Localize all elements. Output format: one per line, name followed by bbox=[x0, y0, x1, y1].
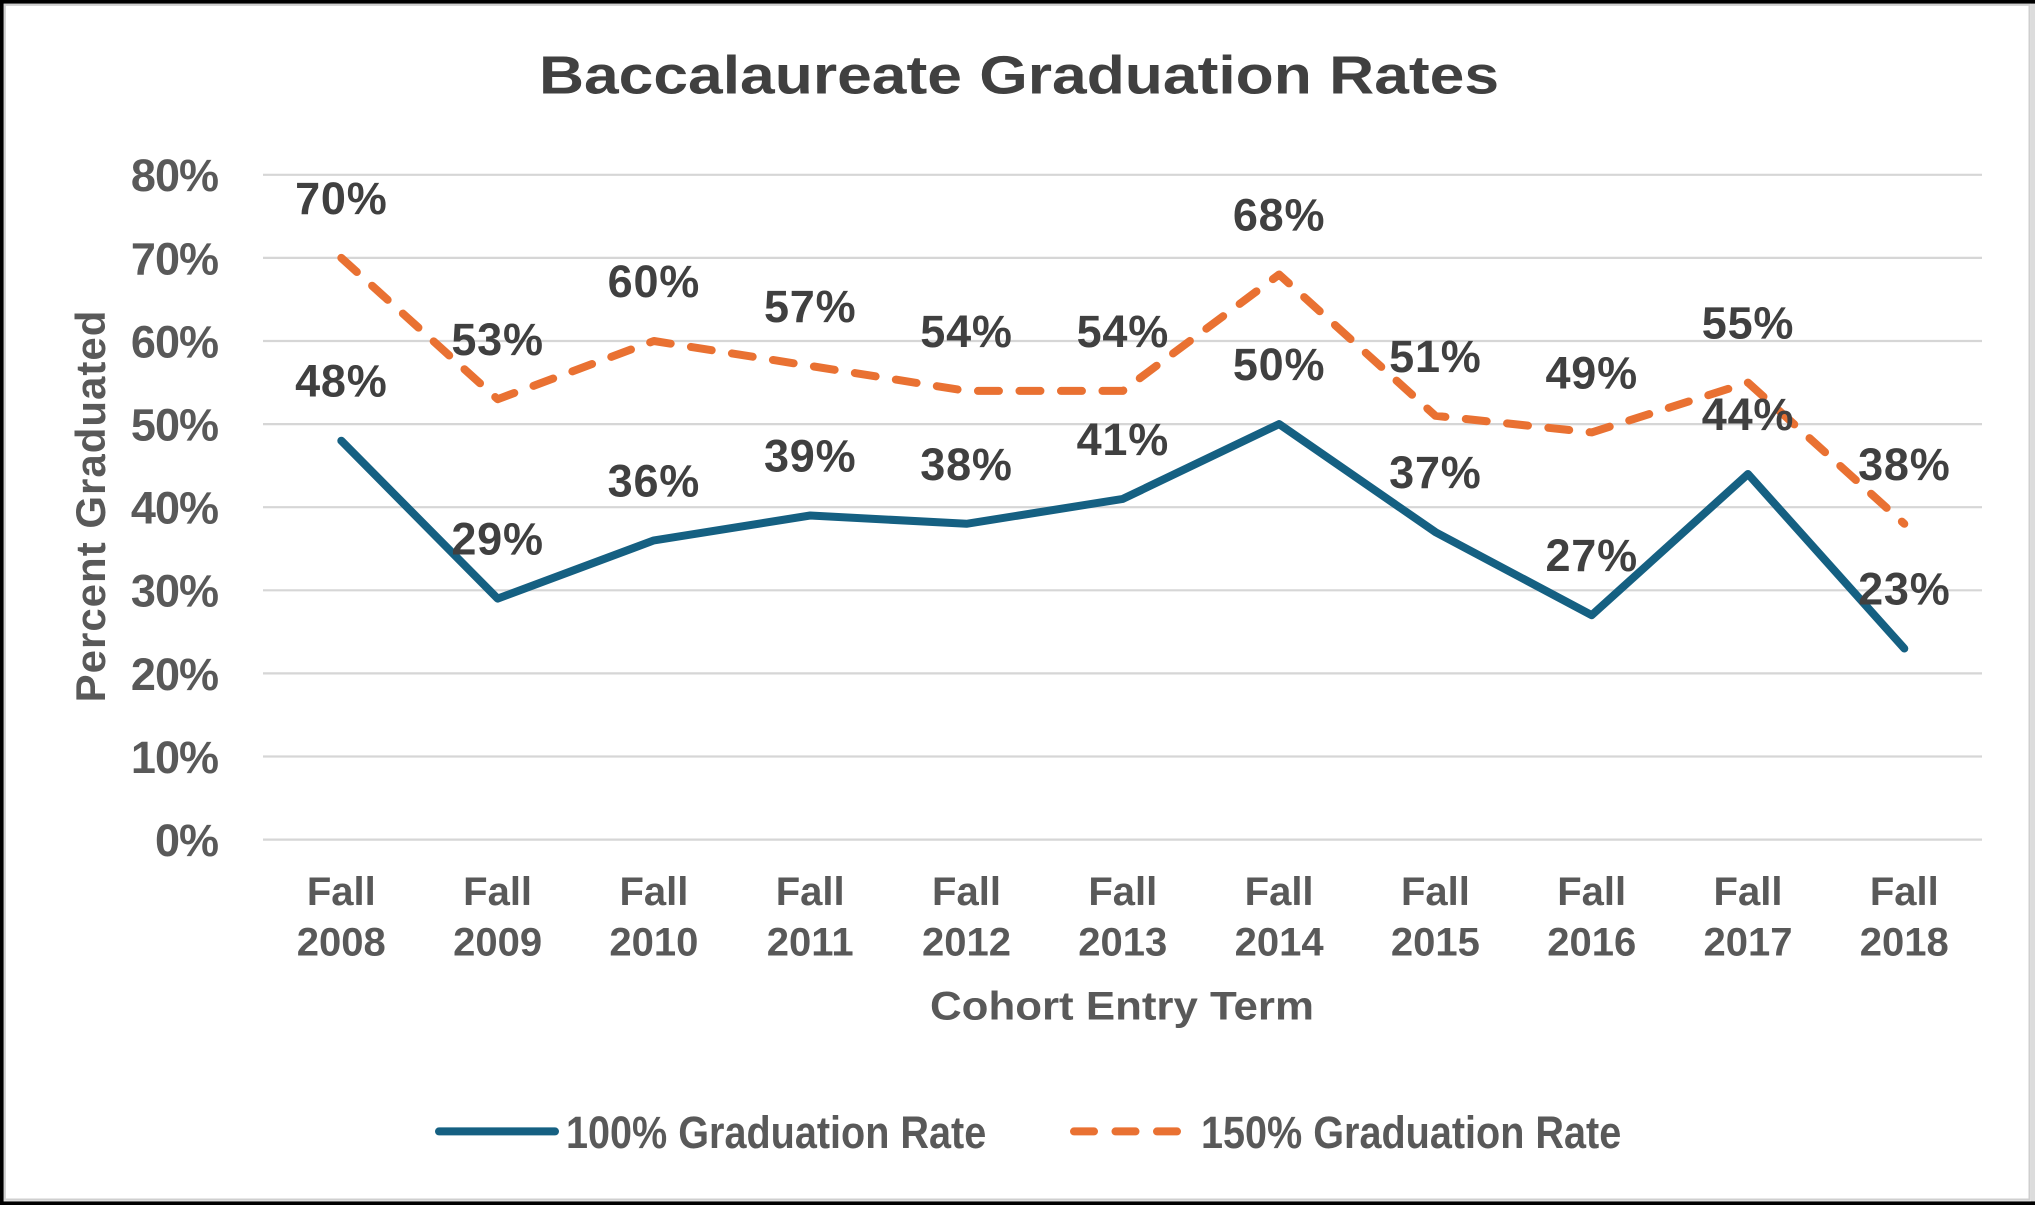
svg-text:0%: 0% bbox=[155, 815, 218, 866]
svg-text:2011: 2011 bbox=[767, 921, 854, 965]
svg-text:41%: 41% bbox=[1077, 414, 1169, 465]
svg-text:Baccalaureate Graduation Rates: Baccalaureate Graduation Rates bbox=[539, 45, 1499, 105]
svg-text:53%: 53% bbox=[451, 314, 543, 365]
svg-text:37%: 37% bbox=[1389, 447, 1481, 498]
svg-text:60%: 60% bbox=[131, 316, 218, 367]
svg-text:48%: 48% bbox=[295, 356, 387, 407]
svg-text:100% Graduation Rate: 100% Graduation Rate bbox=[566, 1107, 986, 1157]
svg-text:27%: 27% bbox=[1545, 530, 1637, 581]
svg-text:Cohort Entry Term: Cohort Entry Term bbox=[930, 983, 1314, 1028]
svg-text:Fall: Fall bbox=[1245, 870, 1314, 914]
svg-text:68%: 68% bbox=[1233, 190, 1325, 241]
svg-text:49%: 49% bbox=[1545, 347, 1637, 398]
svg-text:Fall: Fall bbox=[307, 870, 376, 914]
svg-text:Fall: Fall bbox=[1088, 870, 1157, 914]
svg-text:51%: 51% bbox=[1389, 331, 1481, 382]
svg-text:2013: 2013 bbox=[1078, 921, 1167, 965]
svg-text:Fall: Fall bbox=[776, 870, 845, 914]
svg-text:2010: 2010 bbox=[609, 921, 698, 965]
svg-text:150% Graduation Rate: 150% Graduation Rate bbox=[1201, 1107, 1621, 1157]
svg-text:2015: 2015 bbox=[1391, 921, 1480, 965]
svg-text:39%: 39% bbox=[764, 431, 856, 482]
svg-text:2012: 2012 bbox=[922, 921, 1011, 965]
svg-text:Fall: Fall bbox=[1870, 870, 1939, 914]
svg-text:Fall: Fall bbox=[1557, 870, 1626, 914]
svg-text:60%: 60% bbox=[608, 256, 700, 307]
svg-text:2018: 2018 bbox=[1860, 921, 1949, 965]
svg-text:20%: 20% bbox=[131, 649, 218, 700]
svg-text:80%: 80% bbox=[131, 150, 218, 201]
svg-text:30%: 30% bbox=[131, 566, 218, 617]
svg-text:57%: 57% bbox=[764, 281, 856, 332]
svg-text:Fall: Fall bbox=[463, 870, 532, 914]
svg-text:2016: 2016 bbox=[1547, 921, 1636, 965]
svg-text:38%: 38% bbox=[1858, 439, 1950, 490]
svg-text:70%: 70% bbox=[131, 233, 218, 284]
svg-text:Fall: Fall bbox=[1714, 870, 1783, 914]
svg-text:Fall: Fall bbox=[619, 870, 688, 914]
svg-text:36%: 36% bbox=[608, 455, 700, 506]
svg-text:29%: 29% bbox=[451, 514, 543, 565]
svg-text:50%: 50% bbox=[131, 400, 218, 451]
svg-text:Percent Graduated: Percent Graduated bbox=[67, 310, 114, 703]
svg-text:10%: 10% bbox=[131, 732, 218, 783]
svg-text:70%: 70% bbox=[295, 173, 387, 224]
svg-text:40%: 40% bbox=[131, 483, 218, 534]
svg-text:23%: 23% bbox=[1858, 564, 1950, 615]
svg-text:38%: 38% bbox=[920, 439, 1012, 490]
svg-text:2014: 2014 bbox=[1235, 921, 1325, 965]
svg-text:54%: 54% bbox=[920, 306, 1012, 357]
svg-text:2017: 2017 bbox=[1704, 921, 1793, 965]
svg-text:2008: 2008 bbox=[297, 921, 386, 965]
svg-text:Fall: Fall bbox=[1401, 870, 1470, 914]
svg-text:44%: 44% bbox=[1702, 389, 1794, 440]
svg-text:55%: 55% bbox=[1702, 298, 1794, 349]
svg-text:50%: 50% bbox=[1233, 339, 1325, 390]
svg-text:54%: 54% bbox=[1077, 306, 1169, 357]
svg-text:Fall: Fall bbox=[932, 870, 1001, 914]
svg-text:2009: 2009 bbox=[453, 921, 542, 965]
